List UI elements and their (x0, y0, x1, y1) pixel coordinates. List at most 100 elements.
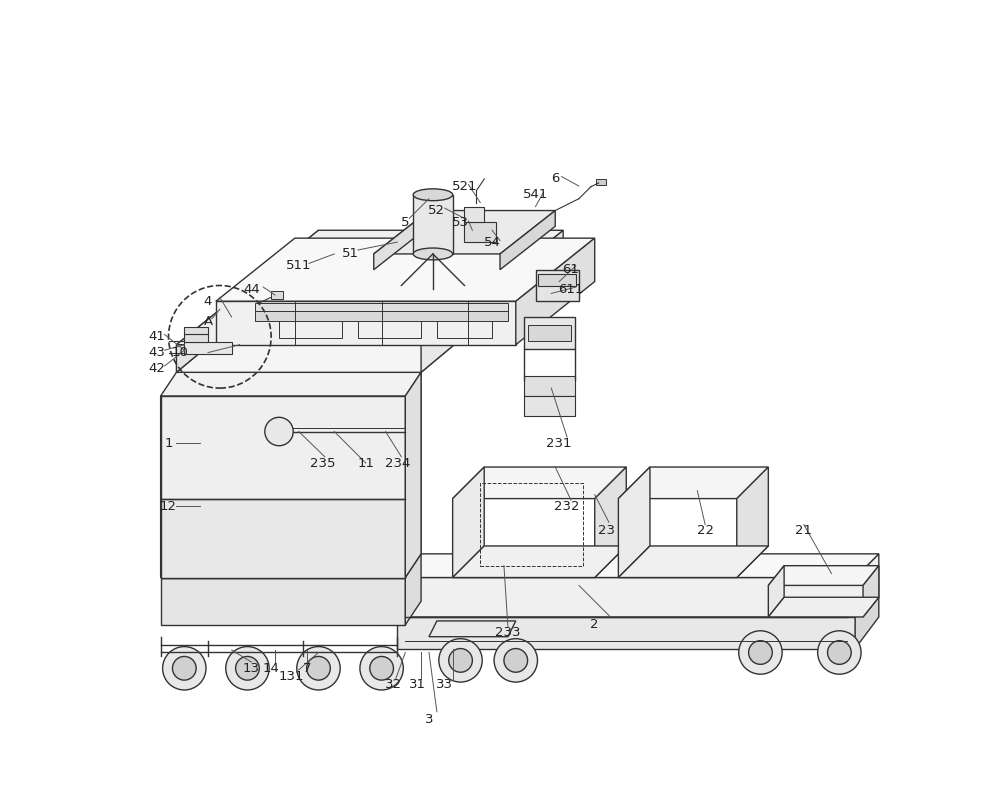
Bar (528, 325, 571, 341)
Bar (538, 274, 576, 285)
Text: 13: 13 (243, 662, 260, 675)
Text: 33: 33 (436, 678, 453, 691)
Bar (161, 396, 405, 577)
Circle shape (265, 417, 293, 446)
Bar (480, 483, 583, 565)
Text: 23: 23 (598, 524, 615, 537)
Ellipse shape (307, 657, 330, 680)
Polygon shape (855, 585, 879, 649)
Polygon shape (768, 565, 784, 617)
Text: 5: 5 (401, 216, 410, 229)
Bar (255, 303, 508, 310)
Text: 54: 54 (484, 235, 501, 249)
Ellipse shape (236, 657, 259, 680)
Polygon shape (453, 467, 626, 499)
Ellipse shape (163, 646, 206, 690)
Polygon shape (618, 546, 768, 577)
Text: 234: 234 (385, 456, 410, 470)
Text: 231: 231 (546, 437, 572, 450)
Polygon shape (413, 195, 453, 254)
Text: 22: 22 (697, 524, 714, 537)
Bar (184, 342, 232, 354)
Polygon shape (405, 372, 421, 577)
Text: 232: 232 (554, 500, 580, 513)
Polygon shape (374, 211, 429, 270)
Text: 4: 4 (204, 295, 212, 308)
Ellipse shape (818, 630, 861, 674)
Polygon shape (397, 617, 855, 649)
Polygon shape (595, 467, 626, 577)
Polygon shape (176, 230, 563, 345)
Text: 21: 21 (795, 524, 812, 537)
Text: 6: 6 (551, 173, 559, 185)
Text: A: A (203, 314, 213, 328)
Ellipse shape (749, 641, 772, 664)
Polygon shape (516, 238, 595, 345)
Bar (255, 309, 508, 321)
Text: 1: 1 (164, 437, 173, 450)
Polygon shape (421, 230, 563, 372)
Text: 61: 61 (563, 263, 579, 276)
Ellipse shape (370, 657, 393, 680)
Polygon shape (397, 554, 879, 617)
Ellipse shape (439, 638, 482, 682)
Polygon shape (161, 372, 421, 396)
Text: 41: 41 (148, 330, 165, 343)
Polygon shape (618, 467, 768, 499)
Text: 12: 12 (160, 500, 177, 513)
Polygon shape (216, 238, 595, 301)
Bar (184, 326, 208, 334)
Bar (524, 396, 575, 416)
Ellipse shape (413, 248, 453, 260)
Ellipse shape (360, 646, 403, 690)
Polygon shape (176, 254, 563, 372)
Bar (279, 310, 342, 338)
Text: 541: 541 (523, 188, 548, 201)
Text: 131: 131 (278, 670, 304, 683)
Bar (464, 223, 496, 242)
Ellipse shape (494, 638, 537, 682)
Bar (524, 317, 575, 348)
Polygon shape (768, 565, 879, 585)
Text: 611: 611 (558, 283, 584, 296)
Polygon shape (161, 372, 421, 577)
Polygon shape (453, 546, 626, 577)
Text: 31: 31 (409, 678, 426, 691)
Text: 11: 11 (357, 456, 374, 470)
Polygon shape (405, 554, 421, 625)
Polygon shape (374, 211, 555, 254)
Polygon shape (863, 565, 879, 617)
Ellipse shape (413, 188, 453, 200)
Text: 43: 43 (148, 346, 165, 359)
Polygon shape (429, 621, 516, 637)
Polygon shape (397, 554, 879, 577)
Text: 511: 511 (286, 259, 311, 272)
Ellipse shape (828, 641, 851, 664)
Text: 235: 235 (310, 456, 335, 470)
Text: 521: 521 (452, 181, 477, 193)
Text: 3: 3 (425, 713, 433, 726)
Polygon shape (618, 467, 650, 577)
Text: 2: 2 (590, 619, 599, 631)
Bar (184, 334, 208, 342)
Text: 233: 233 (495, 626, 521, 639)
Text: 44: 44 (243, 283, 260, 296)
Bar (161, 499, 405, 577)
Bar (437, 310, 492, 338)
Polygon shape (161, 577, 405, 625)
Text: 53: 53 (452, 216, 469, 229)
Bar (596, 179, 606, 185)
Polygon shape (768, 597, 879, 617)
Polygon shape (176, 230, 318, 372)
Bar (536, 270, 579, 301)
Ellipse shape (172, 657, 196, 680)
Text: 42: 42 (148, 362, 165, 375)
Ellipse shape (739, 630, 782, 674)
Bar (524, 376, 575, 396)
Bar (271, 291, 283, 299)
Polygon shape (216, 301, 516, 345)
Bar (464, 207, 484, 223)
Text: 51: 51 (342, 247, 359, 261)
Ellipse shape (297, 646, 340, 690)
Bar (358, 310, 421, 338)
